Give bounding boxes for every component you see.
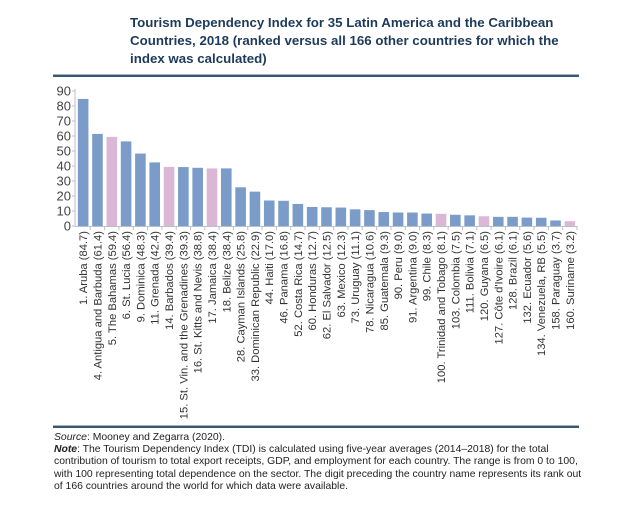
- source-line: Source: Mooney and Zegarra (2020).: [54, 432, 584, 444]
- x-tick-label: 100. Trinidad and Tobago (8.1): [436, 231, 448, 383]
- bar: [92, 133, 103, 226]
- bar: [178, 167, 189, 226]
- bar: [206, 168, 218, 226]
- bar: [163, 166, 175, 226]
- bar: [407, 212, 418, 226]
- y-tick-label: 10: [57, 204, 71, 219]
- y-tick-label: 30: [57, 174, 71, 189]
- y-tick-label: 20: [57, 189, 71, 204]
- y-tick-label: 0: [64, 219, 71, 234]
- x-tick-label: 103. Colombia (7.5): [450, 231, 462, 330]
- x-tick-label: 160. Suriname (3.2): [565, 231, 577, 330]
- x-tick-label: 52. Costa Rica (14.7): [293, 231, 305, 337]
- bar: [77, 98, 89, 226]
- bars: [77, 98, 576, 226]
- bar: [535, 217, 547, 226]
- bar: [278, 200, 289, 226]
- bar: [263, 200, 275, 226]
- x-tick-label: 44. Haiti (17.0): [264, 231, 276, 305]
- x-tick-label: 6. St. Lucia (56.4): [121, 231, 133, 320]
- x-tick-label: 15. St. Vin. and the Grenadines (39.3): [178, 231, 190, 420]
- bottom-rule: [53, 425, 579, 428]
- x-tick-label: 28. Cayman Islands (25.8): [236, 231, 248, 362]
- x-axis: 1. Aruba (84.7) 4. Antigua and Barbuda (6…: [75, 226, 578, 420]
- y-tick-label: 80: [57, 99, 71, 114]
- bar: [478, 216, 490, 226]
- note-label: Note: [54, 444, 78, 456]
- bar: [135, 153, 146, 226]
- x-tick-label: 16. St. Kitts and Nevis (38.8): [193, 231, 205, 374]
- x-tick-label: 158. Paraguay (3.7): [551, 231, 563, 330]
- x-tick-label: 78. Nicaragua (10.6): [364, 231, 376, 333]
- source-text: : Mooney and Zegarra (2020).: [86, 432, 225, 443]
- x-tick-label: 62. El Salvador (12.5): [322, 231, 334, 339]
- x-tick-label: 1. Aruba (84.7): [78, 231, 90, 305]
- bar: [106, 136, 118, 226]
- note-text: : The Tourism Dependency Index (TDI) is …: [54, 444, 582, 492]
- x-tick-label: 85. Guatemala (9.3): [379, 231, 391, 331]
- x-tick-label: 99. Chile (8.3): [422, 231, 434, 302]
- bar: [120, 141, 132, 226]
- x-tick-label: 90. Peru (9.0): [393, 231, 405, 300]
- bar: [364, 210, 375, 226]
- x-tick-label: 134. Venezuela, RB (5.5): [536, 231, 548, 356]
- x-tick-label: 91. Argentina (9.0): [407, 231, 419, 323]
- y-tick-label: 40: [57, 159, 71, 174]
- y-tick-label: 70: [57, 114, 71, 129]
- x-tick-label: 4. Antigua and Barbuda (61.4): [92, 231, 104, 381]
- top-rule: [53, 74, 579, 77]
- bar: [235, 187, 246, 226]
- bar: [392, 212, 404, 226]
- bar: [564, 221, 576, 226]
- bar: [378, 212, 390, 226]
- bar: [421, 213, 432, 226]
- x-tick-label: 9. Dominica (48.3): [135, 231, 147, 323]
- x-tick-label: 17. Jamaica (38.4): [207, 231, 219, 324]
- bar: [335, 207, 347, 226]
- source-label: Source: [54, 432, 87, 443]
- bar: [464, 215, 475, 226]
- bar: [507, 216, 518, 226]
- x-tick-label: 63. Mexico (12.3): [336, 231, 348, 318]
- x-tick-label: 127. Côte d'Ivoire (6.1): [493, 231, 505, 345]
- bar: [435, 213, 447, 226]
- bar: [306, 206, 318, 226]
- y-tick-label: 50: [57, 144, 71, 159]
- x-tick-label: 132. Ecuador (5.6): [522, 231, 534, 324]
- x-tick-label: 18. Belize (38.4): [221, 231, 233, 313]
- bar: [249, 191, 261, 226]
- bar: [292, 203, 304, 226]
- x-tick-label: 60. Honduras (12.7): [307, 231, 319, 331]
- x-tick-label: 5. The Bahamas (59.4): [107, 231, 119, 345]
- x-tick-label: 111. Bolivia (7.1): [465, 231, 477, 314]
- x-tick-label: 11. Grenada (42.4): [150, 231, 162, 325]
- bar: [492, 216, 504, 226]
- bar: [221, 168, 232, 226]
- y-tick-label: 90: [57, 84, 71, 99]
- note-line: Note: The Tourism Dependency Index (TDI)…: [54, 444, 584, 493]
- bar: [149, 162, 161, 226]
- x-tick-label: 46. Panama (16.8): [279, 231, 291, 324]
- x-tick-label: 120. Guyana (6.5): [479, 231, 491, 321]
- x-tick-label: 128. Brazil (6.1): [508, 231, 520, 310]
- bar: [192, 167, 203, 226]
- bar: [450, 214, 461, 226]
- x-tick-label: 73. Uruguay (11.1): [350, 231, 362, 324]
- x-tick-label: 33. Dominican Republic (22.9): [250, 231, 262, 382]
- chart-title: Tourism Dependency Index for 35 Latin Am…: [130, 15, 559, 66]
- x-tick-label: 14. Barbados (39.4): [164, 231, 176, 330]
- bar: [521, 217, 533, 226]
- bar: [349, 209, 361, 226]
- bar: [550, 220, 561, 226]
- bar: [321, 207, 332, 226]
- chart-footer: Source: Mooney and Zegarra (2020). Note:…: [54, 432, 584, 493]
- y-tick-label: 60: [57, 129, 71, 144]
